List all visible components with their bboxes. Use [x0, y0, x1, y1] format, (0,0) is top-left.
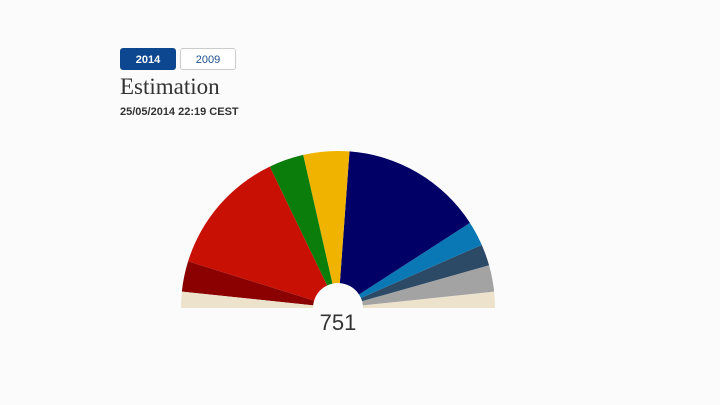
total-label: 751: [320, 310, 357, 335]
seat-segment: [188, 166, 328, 301]
seat-segment: [339, 151, 470, 295]
seat-segment: [362, 291, 495, 308]
seat-segment: [181, 261, 315, 306]
seat-segment: [303, 151, 350, 284]
seat-segment: [362, 265, 495, 306]
chart-title: Estimation: [120, 74, 220, 99]
seat-segment: [360, 244, 490, 302]
tab[interactable]: 2009: [180, 48, 236, 70]
year-tabs: 2014 2009: [120, 48, 236, 70]
seat-segment: [269, 154, 333, 286]
tab[interactable]: 2014: [120, 48, 176, 70]
seat-segment: [359, 222, 482, 298]
chart-subtitle: 25/05/2014 22:19 CEST: [120, 106, 239, 118]
seat-segment: [181, 291, 314, 308]
